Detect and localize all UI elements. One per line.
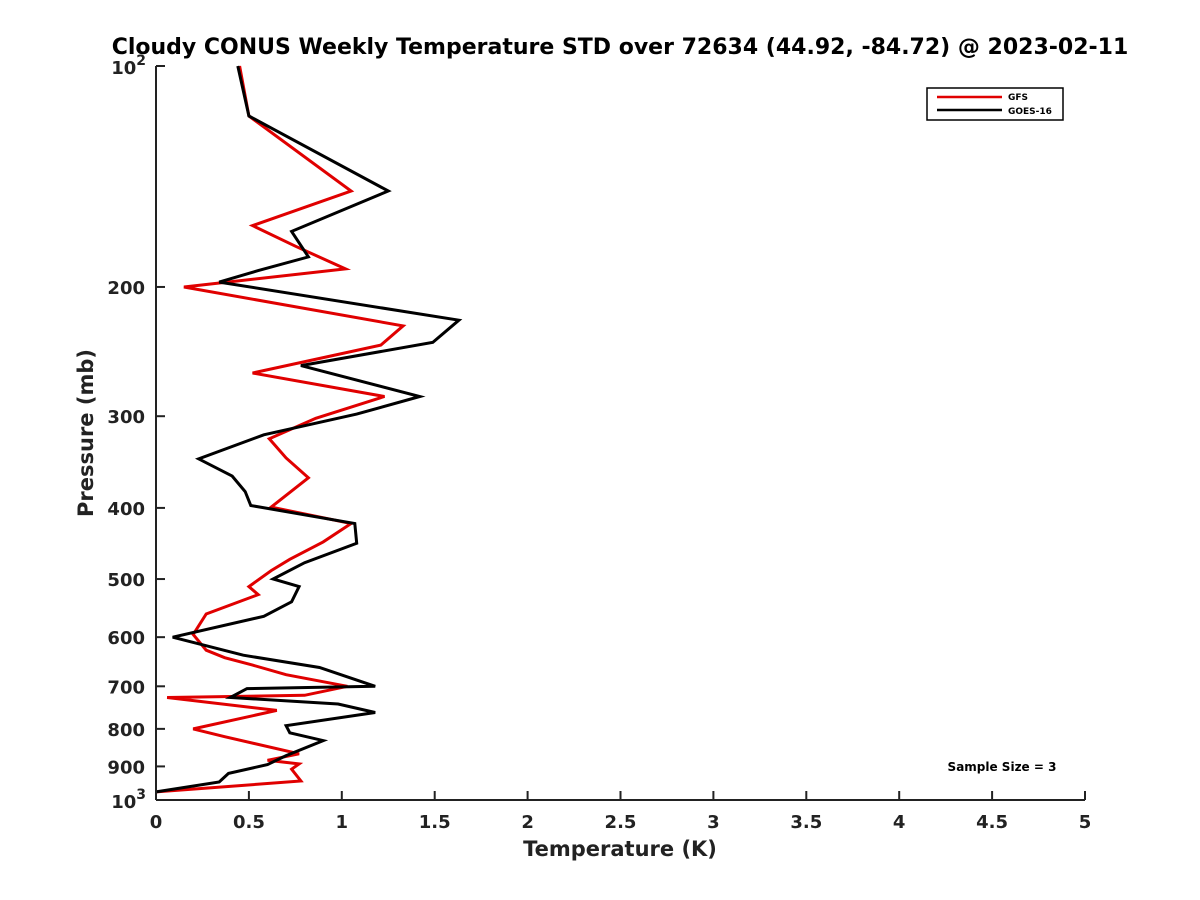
y-tick-label: 800 [107,720,145,741]
y-tick-label: 900 [107,757,145,778]
y-decade-label: 102 [111,53,146,79]
chart-title: Cloudy CONUS Weekly Temperature STD over… [112,35,1129,60]
y-axis-label: Pressure (mb) [74,349,98,517]
x-tick-label: 0.5 [233,812,265,833]
legend-label-gfs: GFS [1008,93,1028,103]
legend: GFS GOES-16 [926,87,1064,121]
y-tick-label: 200 [107,278,145,299]
x-ticks: 0 0.5 1 1.5 2 2.5 3 3.5 4 4.5 5 [150,791,1092,833]
x-tick-label: 4 [893,812,906,833]
legend-box [926,87,1064,121]
x-tick-label: 5 [1079,812,1092,833]
y-ticks: 200 300 400 500 600 700 800 900 102 103 [107,53,165,813]
y-tick-label: 600 [107,628,145,649]
x-tick-label: 4.5 [976,812,1008,833]
x-tick-label: 0 [150,812,163,833]
x-tick-label: 3.5 [790,812,822,833]
y-tick-label: 700 [107,677,145,698]
x-axis-label: Temperature (K) [523,837,717,861]
sample-size-annotation: Sample Size = 3 [948,760,1057,774]
series-layer [155,65,463,794]
axes-layer [155,66,1085,801]
series-line-goes16 [155,65,463,794]
x-tick-label: 1.5 [419,812,451,833]
legend-label-goes16: GOES-16 [1008,107,1052,117]
series-line-gfs [155,65,407,794]
x-tick-label: 1 [336,812,349,833]
x-tick-label: 2.5 [605,812,637,833]
y-tick-label: 300 [107,407,145,428]
y-tick-label: 500 [107,570,145,591]
x-tick-label: 2 [521,812,534,833]
x-tick-label: 3 [707,812,720,833]
y-decade-label: 103 [111,787,146,813]
y-tick-label: 400 [107,499,145,520]
